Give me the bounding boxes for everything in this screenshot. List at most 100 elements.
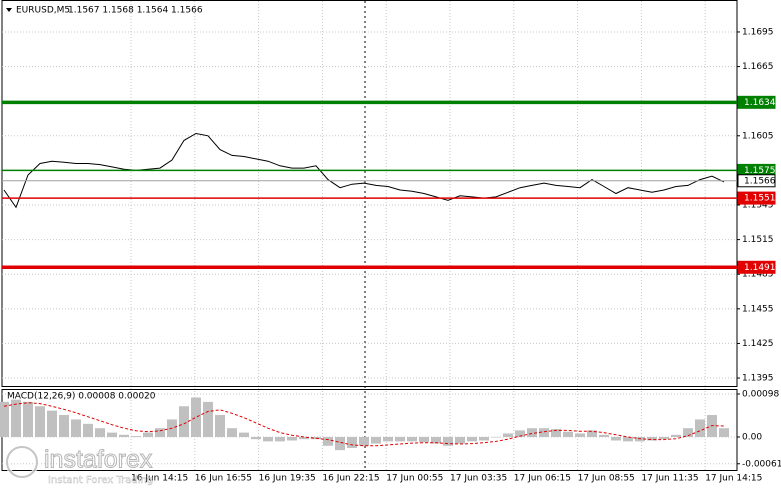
histogram-bar: [515, 430, 525, 437]
level-label-box: [737, 95, 776, 109]
histogram-bar: [119, 434, 129, 437]
histogram-bar: [227, 428, 237, 437]
y-tick-label: 1.1395: [742, 374, 774, 384]
histogram-bar: [719, 428, 729, 437]
level-label-box: [737, 174, 776, 188]
histogram-bar: [407, 436, 417, 442]
histogram-bar: [503, 433, 513, 437]
histogram-bar: [383, 436, 393, 442]
histogram-bar: [527, 428, 537, 437]
histogram-bar: [467, 436, 477, 442]
x-tick-label: 17 Jun 06:15: [514, 474, 571, 484]
histogram-bar: [587, 430, 597, 437]
signal-line: [3, 402, 725, 447]
histogram-bar: [491, 436, 501, 438]
level-label: 1.1634: [744, 98, 776, 108]
y-tick-label: 1.1665: [742, 62, 774, 72]
x-tick-label: 17 Jun 03:35: [450, 474, 507, 484]
histogram-bar: [479, 436, 489, 441]
y-tick-label: 0.00: [742, 432, 762, 442]
histogram-bar: [143, 432, 153, 437]
y-tick-label: 1.1425: [742, 339, 774, 349]
histogram-bar: [11, 399, 21, 437]
x-tick-label: 16 Jun 22:15: [322, 474, 379, 484]
histogram-bar: [671, 434, 681, 437]
histogram-bar: [35, 406, 45, 437]
histogram-bar: [335, 436, 345, 451]
histogram-bar: [83, 423, 93, 437]
histogram-bar: [563, 431, 573, 437]
histogram-bar: [599, 434, 609, 437]
y-tick-label: 1.1545: [742, 200, 774, 210]
histogram-bar: [323, 436, 333, 446]
y-tick-label: 1.1485: [742, 270, 774, 280]
menu-arrow: [6, 8, 12, 12]
histogram-bar: [47, 410, 57, 437]
histogram-bar: [431, 436, 441, 444]
y-tick-label: 1.1515: [742, 235, 774, 245]
price-line: [3, 132, 725, 209]
watermark-logo-ring: [6, 446, 38, 478]
histogram-bar: [179, 406, 189, 437]
y-tick-label: 0.00098: [742, 389, 779, 399]
level-label: 1.1551: [744, 194, 776, 204]
level-label: 1.1566: [744, 176, 776, 186]
level-label: 1.1491: [744, 263, 776, 273]
histogram-bar: [299, 436, 309, 440]
x-tick-label: 17 Jun 11:35: [641, 474, 698, 484]
histogram-bar: [359, 436, 369, 446]
price-panel: [1, 0, 738, 387]
histogram-bar: [59, 415, 69, 437]
macd-title: MACD(12,26,9) 0.00008 0.00020: [7, 392, 156, 402]
histogram-bar: [683, 428, 693, 437]
histogram-bar: [575, 433, 585, 437]
histogram-bar: [203, 401, 213, 437]
histogram-bar: [695, 419, 705, 437]
histogram-bar: [371, 436, 381, 444]
histogram-bar: [539, 428, 549, 437]
histogram-bar: [419, 436, 429, 443]
watermark: instaforex Instant Forex Trading: [5, 445, 153, 486]
histogram-bar: [455, 436, 465, 444]
histogram-bar: [23, 401, 33, 437]
quote: 1.1567 1.1568 1.1564 1.1566: [68, 6, 203, 16]
histogram-bar: [287, 436, 297, 441]
histogram-bar: [191, 397, 201, 437]
level-label-box: [737, 260, 776, 274]
histogram-bar: [611, 436, 621, 441]
histogram-bar: [275, 436, 285, 442]
histogram-bar: [155, 428, 165, 437]
x-tick-label: 16 Jun 16:55: [195, 474, 252, 484]
histogram-bar: [263, 436, 273, 442]
x-tick-label: 17 Jun 00:55: [386, 474, 443, 484]
histogram-bar: [107, 432, 117, 437]
x-tick-label: 17 Jun 08:55: [578, 474, 635, 484]
y-tick-label: 1.1455: [742, 304, 774, 314]
histogram-bar: [647, 436, 657, 441]
histogram-bar: [95, 428, 105, 437]
histogram-bar: [215, 415, 225, 437]
histogram-bar: [71, 419, 81, 437]
histogram-bar: [623, 436, 633, 442]
histogram-bar: [551, 429, 561, 437]
watermark-tagline: Instant Forex Trading: [48, 475, 153, 486]
y-tick-label: 1.1695: [742, 27, 774, 37]
y-tick-label: 1.1605: [742, 131, 774, 141]
x-tick-label: 16 Jun 14:15: [131, 474, 188, 484]
level-label-box: [737, 191, 776, 205]
level-label: 1.1575: [744, 166, 776, 176]
x-tick-label: 16 Jun 19:35: [259, 474, 316, 484]
histogram-bar: [443, 436, 453, 446]
histogram-bar: [347, 436, 357, 448]
watermark-brand: instaforex: [44, 446, 153, 474]
histogram-bar: [395, 436, 405, 442]
histogram-bar: [131, 436, 141, 437]
histogram-bar: [659, 436, 669, 440]
histogram-bar: [0, 401, 9, 437]
histogram-bar: [239, 432, 249, 437]
histogram-bar: [251, 436, 261, 440]
y-tick-label: -0.00061: [742, 459, 781, 469]
